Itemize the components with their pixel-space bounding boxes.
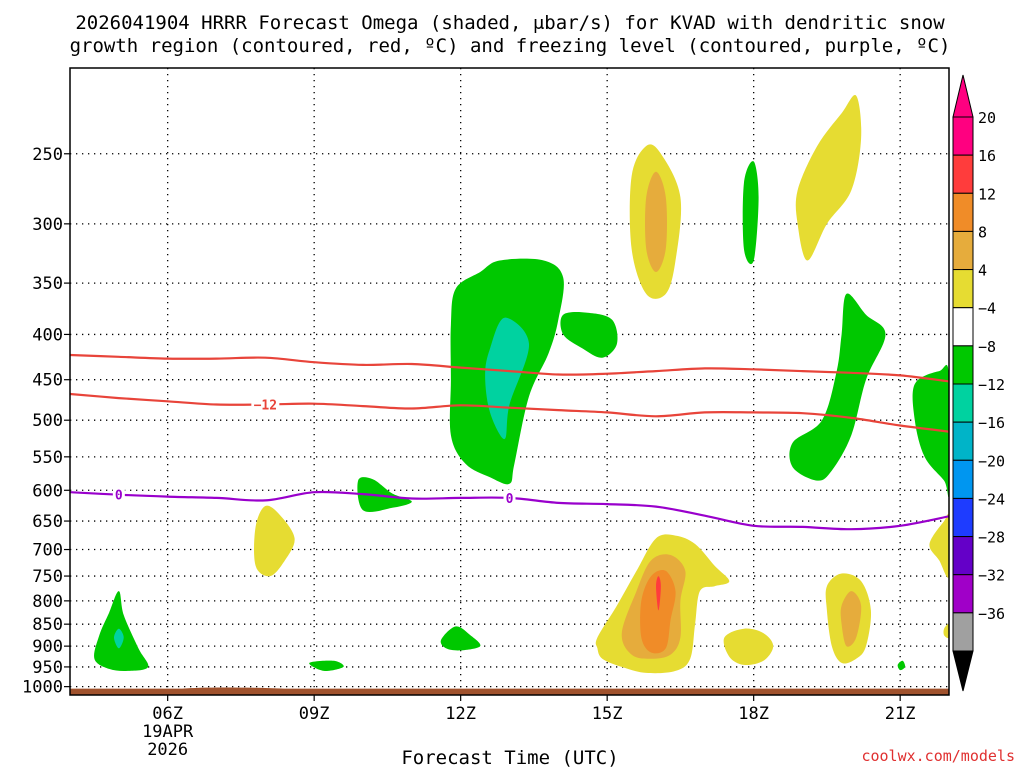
colorbar-swatch-7 <box>952 383 974 423</box>
omega-neg-09z <box>309 660 344 672</box>
omega-pos-16z-low-red <box>640 569 676 654</box>
contour-labels: −12 0 0 <box>112 396 516 507</box>
colorbar-swatch-13 <box>952 612 974 652</box>
y-tick-label-400: 400 <box>32 325 63 345</box>
omega-neg-21z-low <box>897 660 906 671</box>
omega-neg-10z <box>357 477 412 513</box>
plot-area: −12 0 0 <box>69 67 950 696</box>
colorbar-label-2: 12 <box>978 185 996 203</box>
x-tick-label-15Z: 15Z <box>592 704 623 724</box>
colorbar-swatch-8 <box>952 421 974 461</box>
y-tick-label-500: 500 <box>32 411 63 431</box>
y-tick-label-300: 300 <box>32 215 63 235</box>
omega-pos-16z-upper-core <box>645 171 667 272</box>
dgz-label-bg <box>251 396 280 412</box>
plot-frame <box>69 67 950 696</box>
colorbar-label-6: −8 <box>978 338 996 356</box>
omega-neg-13z <box>440 626 481 651</box>
y-tick-label-850: 850 <box>32 615 63 635</box>
colorbar-label-1: 16 <box>978 147 996 165</box>
omega-pos-18z-low <box>723 628 774 666</box>
x-tick-label-09Z: 09Z <box>299 704 330 724</box>
colorbar-label-3: 8 <box>978 223 987 241</box>
chart-title-line-2: growth region (contoured, red, ºC) and f… <box>70 35 951 57</box>
colorbar: 20 16 12 8 4 −4 −8 −12 −16 −20 −24 −28 −32 −36 <box>952 74 1005 692</box>
freezing-level-label-2: 0 <box>506 492 514 507</box>
colorbar-label-12: −32 <box>978 567 1005 585</box>
omega-pos-20z-low-core <box>840 591 862 647</box>
y-tick-label-900: 900 <box>32 637 63 657</box>
x-axis-label: Forecast Time (UTC) <box>401 747 618 768</box>
omega-pos-22z-low <box>943 623 949 639</box>
y-tick-label-800: 800 <box>32 592 63 612</box>
y-tick-label-750: 750 <box>32 567 63 587</box>
x-tick-label-06Z: 06Z <box>152 704 183 724</box>
omega-pos-16z-low-max <box>656 576 661 611</box>
colorbar-swatch-11 <box>952 536 974 576</box>
y-tick-label-1000: 1000 <box>22 678 63 698</box>
y-tick-label-650: 650 <box>32 512 63 532</box>
surface-terrain <box>70 687 949 695</box>
colorbar-swatch-3 <box>952 230 974 271</box>
colorbar-bottom-arrow <box>952 650 974 692</box>
omega-shading <box>94 95 949 674</box>
dgz-contour-label: −12 <box>254 399 277 414</box>
omega-pos-08z <box>254 505 295 577</box>
y-tick-label-550: 550 <box>32 448 63 468</box>
colorbar-label-10: −24 <box>978 490 1005 508</box>
colorbar-swatch-12 <box>952 574 974 614</box>
colorbar-label-0: 20 <box>978 109 996 127</box>
x-tick-year-label: 2026 <box>147 740 188 760</box>
colorbar-swatch-1 <box>952 154 974 194</box>
colorbar-swatch-6 <box>952 345 974 385</box>
omega-neg-18z-upper <box>742 161 759 265</box>
omega-pos-22z <box>929 513 949 578</box>
credit-text: coolwx.com/models <box>861 747 1015 765</box>
x-tick-label-12Z: 12Z <box>445 704 476 724</box>
freezing-label-bg <box>112 486 125 502</box>
colorbar-label-7: −12 <box>978 376 1005 394</box>
colorbar-swatch-0 <box>952 116 974 156</box>
omega-neg-22z <box>912 364 949 497</box>
colorbar-label-5: −4 <box>978 300 996 318</box>
y-tick-label-250: 250 <box>32 145 63 165</box>
colorbar-label-11: −28 <box>978 529 1005 547</box>
omega-neg-20z <box>789 293 886 481</box>
freezing-label-bg <box>503 489 516 505</box>
omega-neg-12z-core <box>485 317 530 440</box>
y-tick-label-450: 450 <box>32 371 63 391</box>
y-tick-label-350: 350 <box>32 274 63 294</box>
y-tick-label-950: 950 <box>32 658 63 678</box>
dgz-lower-contour <box>70 392 949 433</box>
colorbar-label-9: −20 <box>978 452 1005 470</box>
omega-neg-15z <box>560 311 618 358</box>
omega-neg-low-05z-core <box>114 628 124 649</box>
colorbar-swatch-9 <box>952 459 974 499</box>
y-tick-label-600: 600 <box>32 481 63 501</box>
colorbar-swatch-2 <box>952 192 974 232</box>
x-tick-label-21Z: 21Z <box>885 704 916 724</box>
x-tick-date-label: 19APR <box>142 722 194 742</box>
colorbar-swatch-5 <box>952 307 974 347</box>
y-axis: 2503003504004505005506006507007508008509… <box>22 145 70 698</box>
colorbar-swatch-10 <box>952 497 974 538</box>
colorbar-label-8: −16 <box>978 414 1005 432</box>
dgz-upper-contour <box>70 353 949 383</box>
colorbar-label-4: 4 <box>978 262 987 280</box>
freezing-level-label-1: 0 <box>115 489 123 504</box>
y-tick-label-700: 700 <box>32 541 63 561</box>
terrain-layer <box>70 687 949 695</box>
x-tick-label-18Z: 18Z <box>738 704 769 724</box>
colorbar-label-13: −36 <box>978 605 1005 623</box>
omega-pos-19z-upper <box>795 95 862 261</box>
chart-title-line-1: 2026041904 HRRR Forecast Omega (shaded, … <box>75 12 945 34</box>
colorbar-swatch-4 <box>952 269 974 309</box>
